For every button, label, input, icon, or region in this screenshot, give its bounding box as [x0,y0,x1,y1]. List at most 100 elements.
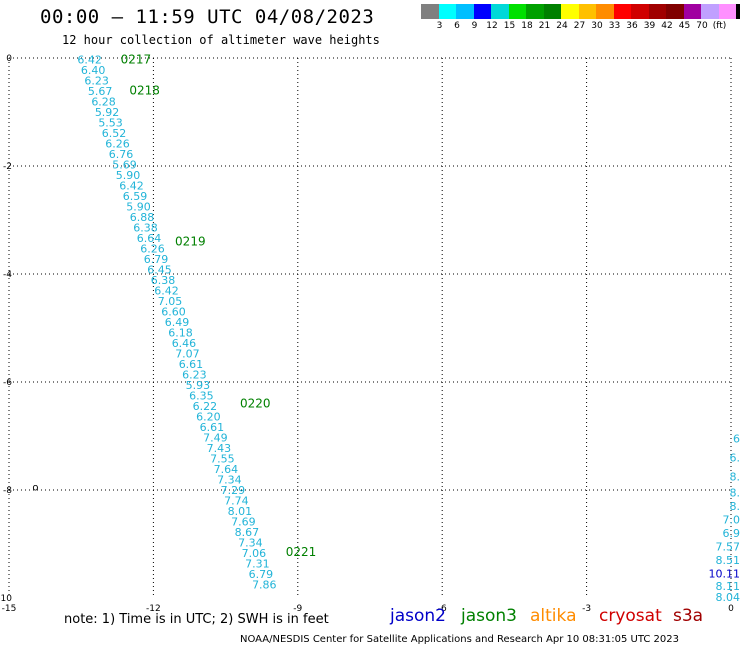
wave-height-value: 7.29 [221,484,246,497]
wave-height-value: 6.9 [723,527,740,540]
color-swatch [543,4,561,19]
color-scale-label: 21 [538,21,551,31]
satellite-legend-item: jason2 [390,606,446,626]
wave-height-value: 6.60 [161,306,186,319]
wave-height-value: 5.67 [88,85,113,98]
wave-height-value: 6.52 [102,127,127,140]
wave-height-value: 7.57 [716,541,740,554]
wave-height-value: 5.53 [98,117,123,130]
wave-height-value: 6.46 [172,337,197,350]
wave-height-value: 8.01 [228,505,253,518]
wave-height-value: 6.35 [189,390,214,403]
color-scale-label: 39 [643,21,656,31]
wave-height-value: 7.86 [252,579,277,592]
color-swatch [666,4,684,19]
pass-time-label: 0221 [286,545,317,559]
color-scale-label: 3 [436,21,443,31]
wave-height-value: 6.59 [123,190,148,203]
wave-height-value: 6.42 [119,180,144,193]
wave-height-value: 6.22 [193,400,218,413]
color-swatch [578,4,596,19]
color-scale-label: 45 [678,21,691,31]
wave-height-value: 7.69 [231,516,256,529]
wave-height-value: 6.26 [105,138,130,151]
y-tick-label: -10 [0,594,12,604]
wave-height-value: 8. [730,487,740,500]
color-scale-swatches [421,4,740,19]
page-subtitle: 12 hour collection of altimeter wave hei… [62,33,380,47]
wave-height-value: 10.11 [709,568,740,581]
color-scale-label: 15 [503,21,516,31]
wave-height-value: 7.31 [245,558,269,571]
color-scale-label: 70 [696,21,708,31]
color-scale-label: 27 [573,21,586,31]
color-swatch [701,4,719,19]
x-tick-label: -12 [146,604,161,614]
wave-height-value: 7.64 [214,463,239,476]
satellite-legend-item: s3a [673,606,704,626]
wave-height-value: 6.26 [140,243,165,256]
wave-height-value: 7.05 [158,295,183,308]
wave-height-value: 5.92 [95,106,120,119]
wave-height-value: 6.23 [182,369,207,382]
wave-height-value: 6. [730,452,740,465]
wave-height-value: 6.18 [168,327,193,340]
wave-height-value: 5.90 [116,169,140,182]
wave-height-value: 6.88 [130,211,155,224]
color-swatch [561,4,579,19]
color-swatch [718,4,736,19]
color-scale-label: 6 [454,21,460,31]
color-swatch [526,4,544,19]
color-swatch [596,4,614,19]
y-tick-label: -6 [3,378,12,388]
satellite-legend-item: cryosat [599,606,662,626]
wave-height-value: 6.76 [109,148,134,161]
color-scale-label: 12 [486,21,498,31]
x-tick-label: -6 [438,604,447,614]
wave-height-value: 7.0 [723,514,740,527]
wave-height-value: 8.11 [716,580,740,593]
wave-height-value: 6.79 [249,568,274,581]
color-scale-label: 18 [521,21,533,31]
y-tick-label: -4 [3,270,12,280]
wave-height-value: 6 [733,433,740,446]
wave-height-value: 8.51 [716,554,740,567]
footer-credit: NOAA/NESDIS Center for Satellite Applica… [240,634,679,645]
color-swatch [613,4,631,19]
wave-height-value: 6.64 [137,232,162,245]
color-swatch [491,4,509,19]
wave-height-value: 7.49 [203,432,228,445]
x-tick-label: -3 [582,604,591,614]
wave-height-value: 5.69 [112,159,136,172]
wave-height-value: 8. [730,471,740,484]
wave-height-value: 5.90 [126,201,151,214]
color-scale-label: 36 [626,21,638,31]
wave-height-value: 6.61 [179,358,204,371]
wave-height-value: 8.67 [235,526,260,539]
color-scale-label: 24 [556,21,568,31]
wave-height-value: 6.42 [154,285,179,298]
color-swatch [648,4,666,19]
color-swatch [473,4,491,19]
color-scale-labels: 3 6 9 12 15 18 21 24 27 30 33 36 39 42 45 70 (ft) [421,19,739,32]
page-title: 00:00 – 11:59 UTC 04/08/2023 [40,6,375,28]
color-swatch [438,4,456,19]
color-swatch [736,4,740,19]
color-swatch [508,4,526,19]
wave-height-value: 7.55 [210,453,235,466]
wave-height-value: 6.28 [91,96,116,109]
wave-height-value: 6.61 [200,421,225,434]
x-tick-label: -9 [293,604,302,614]
wave-height-value: 6.79 [144,253,169,266]
wave-height-value: 6.49 [165,316,190,329]
color-scale-label: 9 [471,21,478,31]
color-scale-label: 33 [608,21,621,31]
wave-height-value: 6.38 [151,274,176,287]
station-marker: o [32,482,38,493]
color-swatch [683,4,701,19]
pass-time-label: 0218 [129,83,160,97]
wave-height-value: 7.34 [238,537,262,550]
y-tick-label: 0 [6,54,12,64]
color-scale-legend: 3 6 9 12 15 18 21 24 27 30 33 36 39 42 45 70 (ft) [421,4,740,32]
